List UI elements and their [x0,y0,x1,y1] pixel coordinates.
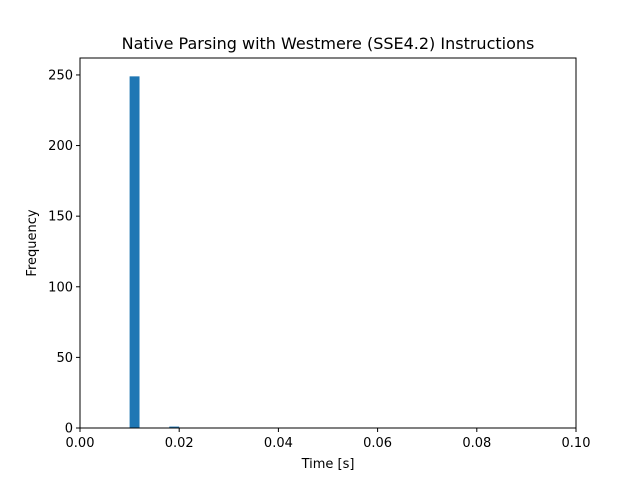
y-axis-ticks: 0 50 100 150 200 250 [48,68,80,437]
y-tick-label: 200 [48,139,73,154]
y-tick-label: 150 [48,210,73,225]
bars-group [129,76,180,429]
y-tick-label: 50 [56,351,73,366]
chart-title: Native Parsing with Westmere (SSE4.2) In… [122,34,535,53]
y-tick-label: 250 [48,68,73,83]
y-axis-label: Frequency [25,209,40,276]
x-tick-label: 0.04 [264,436,293,451]
plot-frame [79,57,577,429]
x-tick-label: 0.08 [462,436,491,451]
x-axis-label: Time [s] [301,457,355,472]
x-tick-label: 0.02 [165,436,194,451]
histogram-bar [169,426,180,428]
x-tick-label: 0.10 [562,436,591,451]
y-tick-label: 100 [48,280,73,295]
x-axis-ticks: 0.00 0.02 0.04 0.06 0.08 0.10 [66,428,591,451]
y-tick-label: 0 [65,422,73,437]
x-tick-label: 0.06 [363,436,392,451]
histogram-bar [129,76,140,429]
x-tick-label: 0.00 [66,436,95,451]
